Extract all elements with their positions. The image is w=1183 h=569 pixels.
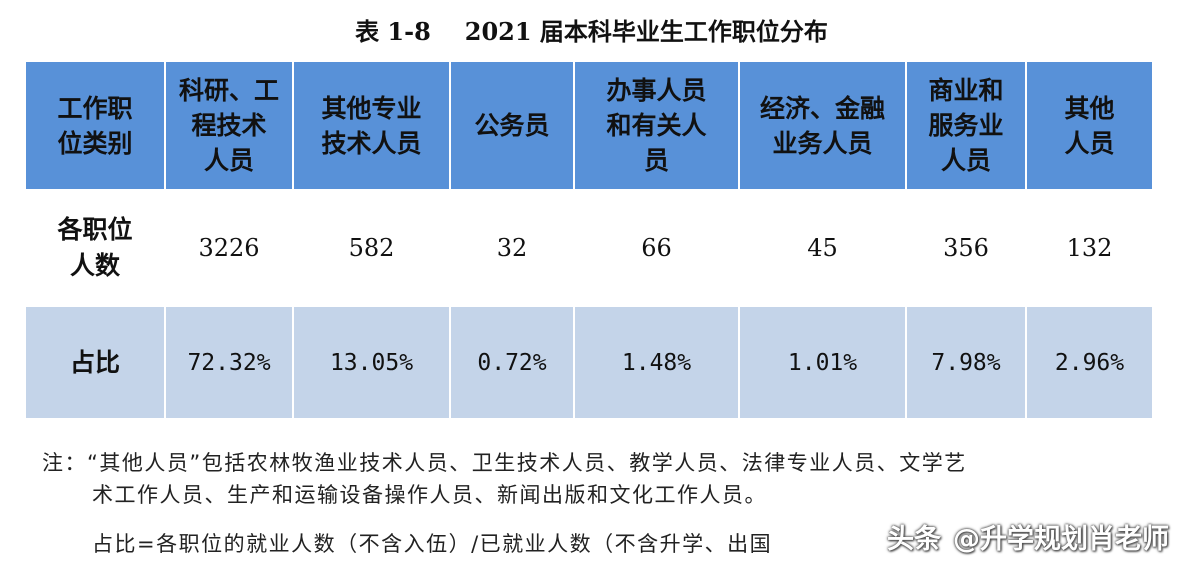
watermark: 头条 @升学规划肖老师 bbox=[887, 517, 1169, 556]
table-title-text: 2021 届本科毕业生工作职位分布 bbox=[464, 16, 828, 46]
table-cell: 1.01% bbox=[738, 305, 907, 420]
table-cell: 45 bbox=[738, 189, 907, 307]
header-line: 业务人员 bbox=[772, 128, 873, 158]
header-line: 人员 bbox=[940, 146, 991, 175]
header-line: 员 bbox=[643, 146, 669, 175]
header-line: 公务员 bbox=[474, 111, 550, 140]
row-label-line: 人数 bbox=[69, 251, 120, 280]
table-cell: 72.32% bbox=[164, 305, 294, 420]
header-cell: 其他 人员 bbox=[1025, 60, 1154, 191]
table-cell: 582 bbox=[292, 189, 451, 307]
table-row-ratio: 占比 72.32% 13.05% 0.72% 1.48% 1.01% 7.98% 2.96% bbox=[24, 305, 1154, 420]
table-header-row: 工作职 位类别 科研、工 程技术 人员 其他专业 技术人员 公务员 办事人员 和有关人员经济、金融… bbox=[24, 60, 1154, 191]
header-cell: 公务员 bbox=[449, 60, 575, 191]
header-line: 科研、工 bbox=[178, 76, 279, 105]
row-label-line: 占比 bbox=[69, 347, 120, 377]
row-label: 各职位 人数 bbox=[24, 189, 166, 307]
table-cell: 356 bbox=[905, 189, 1027, 307]
header-line: 办事人员 bbox=[606, 76, 707, 105]
note-line-1: 注：“其他人员”包括农林牧渔业技术人员、卫生技术人员、教学人员、法律专业人员、文… bbox=[42, 451, 967, 475]
header-line: 和有关人 bbox=[606, 111, 707, 140]
position-distribution-table: 工作职 位类别 科研、工 程技术 人员 其他专业 技术人员 公务员 办事人员 和有关人员经济、金融… bbox=[24, 60, 1154, 420]
table-cell: 13.05% bbox=[292, 305, 451, 420]
row-label: 占比 bbox=[24, 305, 166, 420]
header-cell: 办事人员 和有关人员 bbox=[573, 60, 740, 191]
header-line: 商业和 bbox=[928, 76, 1004, 105]
header-cell: 其他专业 技术人员 bbox=[292, 60, 451, 191]
header-cell: 科研、工 程技术 人员 bbox=[164, 60, 294, 191]
table-cell: 3226 bbox=[164, 189, 294, 307]
header-cell: 经济、金融 业务人员 bbox=[738, 60, 907, 191]
table-number: 表 1-8 bbox=[355, 16, 431, 46]
header-cell: 商业和 服务业 人员 bbox=[905, 60, 1027, 191]
table-row-count: 各职位 人数 3226 582 32 66 45 356 132 bbox=[24, 189, 1154, 307]
note-line-3: 占比=各职位的就业人数（不含入伍）/已就业人数（不含升学、出国 bbox=[92, 532, 773, 556]
header-line: 经济、金融 bbox=[759, 93, 885, 123]
table-cell: 7.98% bbox=[905, 305, 1027, 420]
table-cell: 0.72% bbox=[449, 305, 575, 420]
header-line: 其他 bbox=[1064, 93, 1115, 123]
table-title: 表 1-8 2021 届本科毕业生工作职位分布 bbox=[0, 0, 1183, 58]
header-cell-category: 工作职 位类别 bbox=[24, 60, 166, 191]
row-label-line: 各职位 bbox=[57, 215, 133, 244]
table-cell: 1.48% bbox=[573, 305, 740, 420]
note-line-2: 术工作人员、生产和运输设备操作人员、新闻出版和文化工作人员。 bbox=[92, 483, 767, 507]
header-line: 其他专业 bbox=[321, 93, 422, 123]
header-line: 技术人员 bbox=[321, 128, 422, 158]
table-cell: 32 bbox=[449, 189, 575, 307]
table-cell: 132 bbox=[1025, 189, 1154, 307]
table-cell: 66 bbox=[573, 189, 740, 307]
watermark-account: @升学规划肖老师 bbox=[953, 524, 1169, 555]
header-line: 人员 bbox=[203, 146, 254, 175]
header-line: 人员 bbox=[1064, 128, 1115, 158]
table-cell: 2.96% bbox=[1025, 305, 1154, 420]
header-line: 服务业 bbox=[928, 111, 1004, 140]
header-line: 位类别 bbox=[57, 128, 133, 158]
header-line: 程技术 bbox=[191, 111, 267, 140]
watermark-source: 头条 bbox=[887, 524, 941, 555]
header-line: 工作职 bbox=[57, 93, 133, 123]
